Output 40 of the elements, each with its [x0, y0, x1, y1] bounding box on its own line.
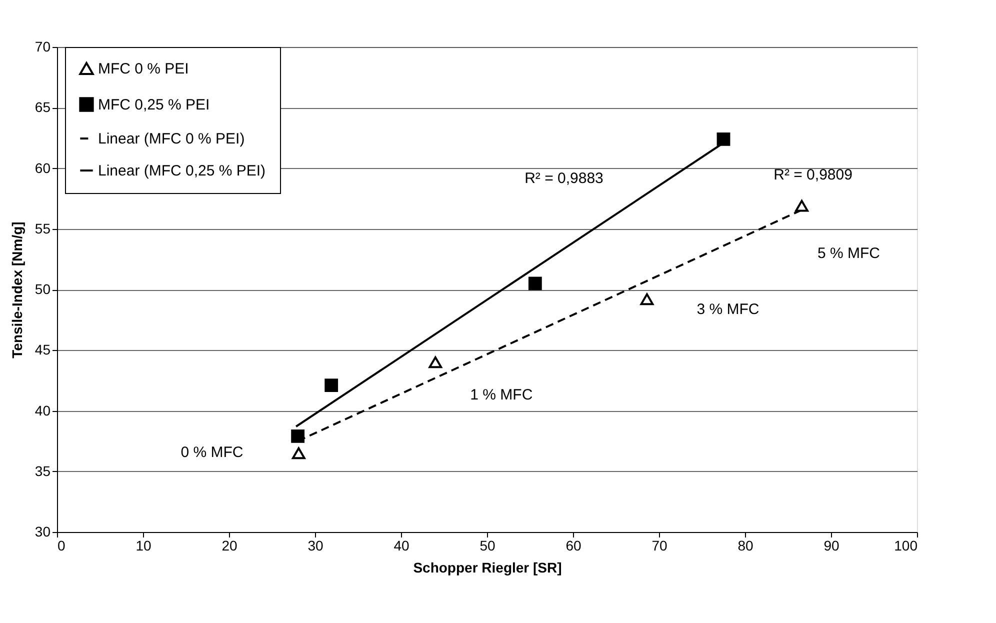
y-tick-label: 55 — [34, 220, 51, 236]
x-tick-label: 60 — [566, 538, 582, 554]
y-tick-label: 35 — [34, 462, 51, 479]
y-tick-label: 30 — [34, 524, 51, 540]
y-tick-label: 40 — [34, 402, 51, 418]
point — [292, 447, 306, 460]
point — [795, 200, 808, 212]
annotation: 3 % MFC — [696, 301, 760, 318]
point — [291, 430, 304, 443]
x-tick-label: 80 — [738, 538, 754, 554]
x-tick-label: 30 — [308, 538, 324, 554]
x-tick-label: 50 — [480, 538, 496, 554]
point — [640, 293, 654, 306]
legend-label: Linear (MFC 0 % PEI) — [98, 130, 245, 148]
x-tick-label: 100 — [894, 538, 918, 554]
y-tick-label: 65 — [34, 99, 51, 116]
y-axis-title: Tensile-Index [Nm/g] — [8, 222, 25, 358]
annotation: R² = 0,9883 — [524, 170, 604, 187]
point — [528, 276, 542, 290]
point — [428, 356, 442, 368]
x-tick-label: 20 — [222, 538, 238, 554]
legend-label: MFC 0 % PEI — [98, 60, 189, 78]
x-axis-title: Schopper Riegler [SR] — [413, 560, 562, 576]
legend-label: MFC 0,25 % PEI — [98, 96, 210, 114]
x-tick-label: 70 — [652, 538, 668, 554]
annotation: 1 % MFC — [470, 386, 533, 404]
point — [324, 378, 338, 392]
x-tick-label: 90 — [824, 538, 840, 554]
y-tick-label: 50 — [34, 281, 51, 297]
legend-label: Linear (MFC 0,25 % PEI) — [98, 162, 266, 180]
y-tick-label: 60 — [34, 160, 51, 176]
annotation: 0 % MFC — [180, 444, 244, 461]
annotation: R² = 0,9809 — [774, 166, 852, 184]
x-tick-label: 40 — [394, 538, 410, 554]
y-tick-label: 70 — [34, 38, 51, 54]
annotation: 5 % MFC — [818, 244, 880, 262]
x-tick-label: 10 — [136, 538, 152, 554]
y-tick-label: 45 — [34, 342, 51, 358]
x-tick-label: 0 — [58, 538, 66, 554]
point — [716, 132, 730, 146]
